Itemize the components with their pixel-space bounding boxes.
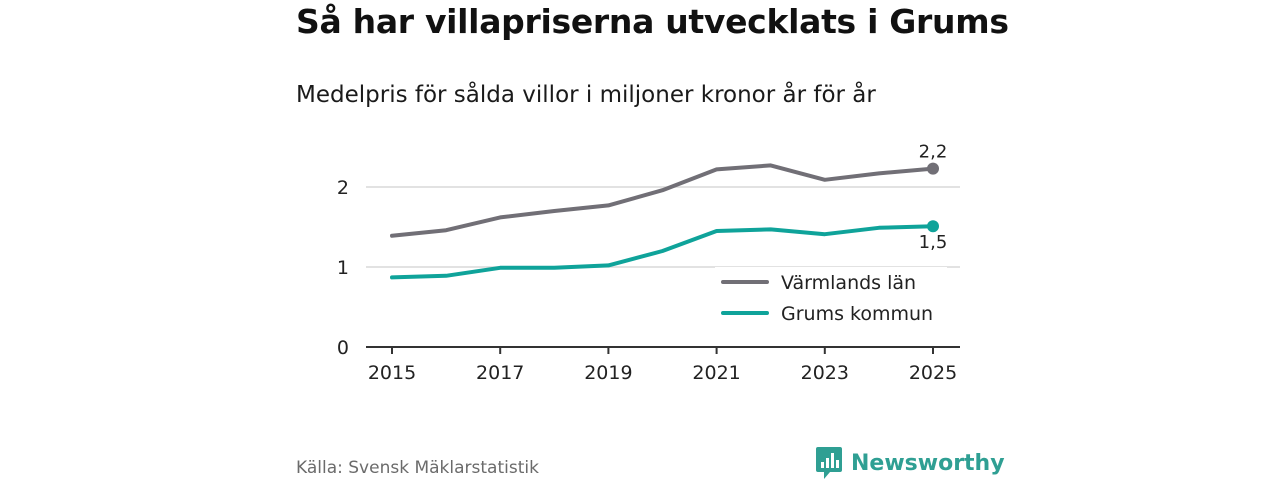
series-end-label-varmlands-lan: 2,2 (919, 142, 948, 163)
x-tick-label-2021: 2021 (692, 362, 740, 384)
x-tick-label-2023: 2023 (801, 362, 849, 384)
x-tick-label-2015: 2015 (368, 362, 416, 384)
chart-title: Så har villapriserna utvecklats i Grums (296, 2, 1009, 41)
y-tick-label-2: 2 (337, 177, 349, 199)
chart-subtitle: Medelpris för sålda villor i miljoner kr… (296, 82, 876, 108)
x-tick-label-2025: 2025 (909, 362, 957, 384)
brand-name: Newsworthy (851, 450, 1005, 476)
legend-label-grums-kommun: Grums kommun (781, 303, 933, 325)
y-tick-label-0: 0 (337, 337, 349, 359)
legend-background (715, 267, 947, 335)
source-note: Källa: Svensk Mäklarstatistik (296, 458, 539, 478)
series-end-label-grums-kommun: 1,5 (919, 232, 948, 253)
y-tick-label-1: 1 (337, 257, 349, 279)
series-end-point-varmlands-lan (927, 162, 939, 175)
x-tick-label-2019: 2019 (584, 362, 632, 384)
series-line-grums-kommun (390, 224, 935, 280)
series-end-point-grums-kommun (927, 220, 939, 233)
brand-logo: Newsworthy (815, 446, 1005, 480)
bar-chart-logo-icon (816, 447, 842, 479)
legend-label-varmlands-lan: Värmlands län (781, 272, 916, 294)
series-line-varmlands-lan (390, 163, 935, 238)
x-tick-label-2017: 2017 (476, 362, 524, 384)
